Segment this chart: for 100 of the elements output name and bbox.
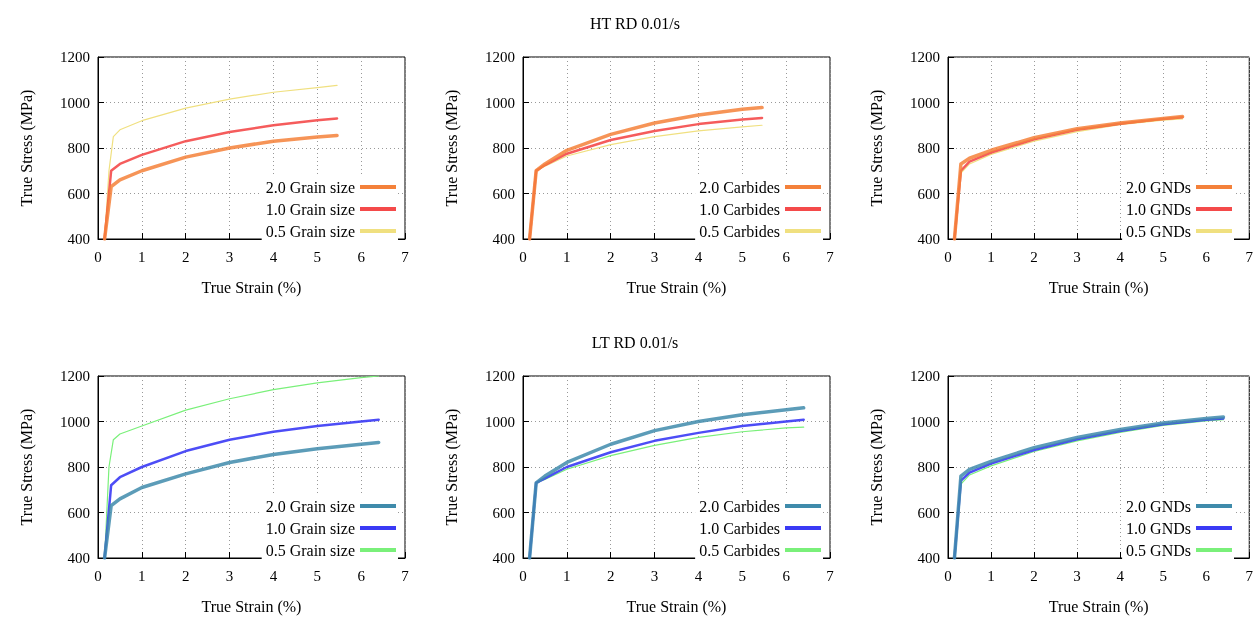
y-tick-label: 400 (67, 550, 90, 566)
legend-label: 2.0 GNDs (1126, 178, 1191, 196)
x-tick-label: 2 (181, 567, 190, 584)
x-tick-label: 1 (563, 248, 571, 265)
x-tick-label: 1 (987, 567, 995, 584)
y-tick-label: 400 (917, 550, 940, 566)
y-tick-label: 600 (492, 504, 515, 521)
x-tick-label: 0 (519, 248, 527, 265)
y-tick-label: 1200 (60, 368, 90, 384)
y-axis-title: True Stress (MPa) (867, 408, 886, 526)
chart-title: HT RD 0.01/s (590, 14, 680, 32)
y-tick-label: 1000 (485, 94, 515, 111)
x-tick-label: 5 (1159, 248, 1167, 265)
x-tick-label: 5 (738, 567, 747, 584)
y-tick-label: 1200 (910, 368, 940, 384)
legend-label: 0.5 GNDs (1126, 541, 1191, 559)
x-tick-label: 6 (782, 248, 791, 265)
y-tick-label: 1000 (910, 413, 940, 430)
y-axis-title: True Stress (MPa) (442, 408, 461, 526)
legend-label: 0.5 Carbides (699, 541, 780, 559)
x-tick-label: 2 (181, 248, 190, 265)
x-axis-title: True Strain (%) (201, 597, 302, 616)
x-tick-label: 3 (225, 567, 234, 584)
y-tick-label: 600 (67, 185, 90, 202)
x-axis-title: True Strain (%) (201, 278, 302, 297)
y-tick-label: 600 (67, 504, 90, 521)
y-tick-label: 1200 (910, 49, 940, 65)
legend-label: 2.0 Carbides (699, 178, 780, 196)
x-tick-label: 6 (357, 248, 366, 265)
x-tick-label: 2 (606, 248, 615, 265)
x-tick-label: 1 (138, 567, 146, 584)
x-tick-label: 4 (1116, 567, 1125, 584)
chart-title: LT RD 0.01/s (591, 333, 679, 351)
x-tick-label: 7 (1245, 567, 1254, 584)
x-tick-label: 7 (826, 248, 835, 265)
x-tick-label: 0 (519, 567, 527, 584)
x-tick-label: 5 (738, 248, 747, 265)
x-tick-label: 3 (1073, 248, 1081, 265)
legend-label: 0.5 Carbides (699, 222, 780, 240)
y-tick-label: 600 (492, 185, 515, 202)
x-tick-label: 4 (269, 567, 278, 584)
x-tick-label: 4 (694, 567, 703, 584)
x-tick-label: 2 (1030, 567, 1038, 584)
y-axis-title: True Stress (MPa) (17, 89, 36, 207)
y-tick-label: 800 (492, 459, 515, 475)
y-tick-label: 600 (917, 504, 940, 521)
x-tick-label: 7 (826, 567, 835, 584)
y-tick-label: 1000 (60, 94, 90, 111)
legend-label: 2.0 Carbides (699, 497, 780, 515)
x-axis-title: True Strain (%) (1048, 597, 1149, 616)
x-tick-label: 6 (1202, 567, 1211, 584)
legend-label: 1.0 Carbides (699, 200, 780, 218)
y-tick-label: 800 (917, 459, 940, 475)
y-tick-label: 400 (492, 231, 515, 247)
y-tick-label: 400 (492, 550, 515, 566)
x-tick-label: 2 (606, 567, 615, 584)
x-tick-label: 0 (94, 248, 102, 265)
legend-label: 0.5 Grain size (265, 222, 355, 240)
x-tick-label: 3 (1073, 567, 1081, 584)
y-tick-label: 1200 (60, 49, 90, 65)
x-tick-label: 3 (650, 248, 659, 265)
legend-label: 1.0 GNDs (1126, 519, 1191, 537)
legend-label: 1.0 Carbides (699, 519, 780, 537)
x-tick-label: 0 (944, 567, 952, 584)
x-tick-label: 4 (1116, 248, 1125, 265)
x-axis-title: True Strain (%) (1048, 278, 1149, 297)
x-tick-label: 1 (987, 248, 995, 265)
legend-label: 0.5 GNDs (1126, 222, 1191, 240)
x-tick-label: 5 (313, 567, 322, 584)
y-axis-title: True Stress (MPa) (442, 89, 461, 207)
y-tick-label: 1200 (485, 368, 515, 384)
y-tick-label: 1000 (910, 94, 940, 111)
x-tick-label: 3 (225, 248, 234, 265)
y-tick-label: 1000 (485, 413, 515, 430)
x-tick-label: 6 (782, 567, 791, 584)
x-tick-label: 0 (944, 248, 952, 265)
x-tick-label: 2 (1030, 248, 1038, 265)
legend-label: 1.0 Grain size (265, 200, 355, 218)
x-tick-label: 7 (1245, 248, 1254, 265)
x-tick-label: 4 (269, 248, 278, 265)
legend-label: 1.0 Grain size (265, 519, 355, 537)
x-tick-label: 5 (1159, 567, 1167, 584)
x-tick-label: 6 (357, 567, 366, 584)
y-tick-label: 800 (67, 140, 90, 156)
x-tick-label: 1 (138, 248, 146, 265)
x-tick-label: 1 (563, 567, 571, 584)
y-tick-label: 800 (917, 140, 940, 156)
y-tick-label: 1000 (60, 413, 90, 430)
x-tick-label: 0 (94, 567, 102, 584)
legend-label: 2.0 Grain size (265, 497, 355, 515)
x-tick-label: 6 (1202, 248, 1211, 265)
y-axis-title: True Stress (MPa) (867, 89, 886, 207)
x-axis-title: True Strain (%) (626, 597, 727, 616)
x-tick-label: 7 (401, 248, 410, 265)
legend-label: 2.0 Grain size (265, 178, 355, 196)
y-tick-label: 400 (67, 231, 90, 247)
x-axis-title: True Strain (%) (626, 278, 727, 297)
legend-label: 0.5 Grain size (265, 541, 355, 559)
y-tick-label: 800 (67, 459, 90, 475)
y-tick-label: 1200 (485, 49, 515, 65)
